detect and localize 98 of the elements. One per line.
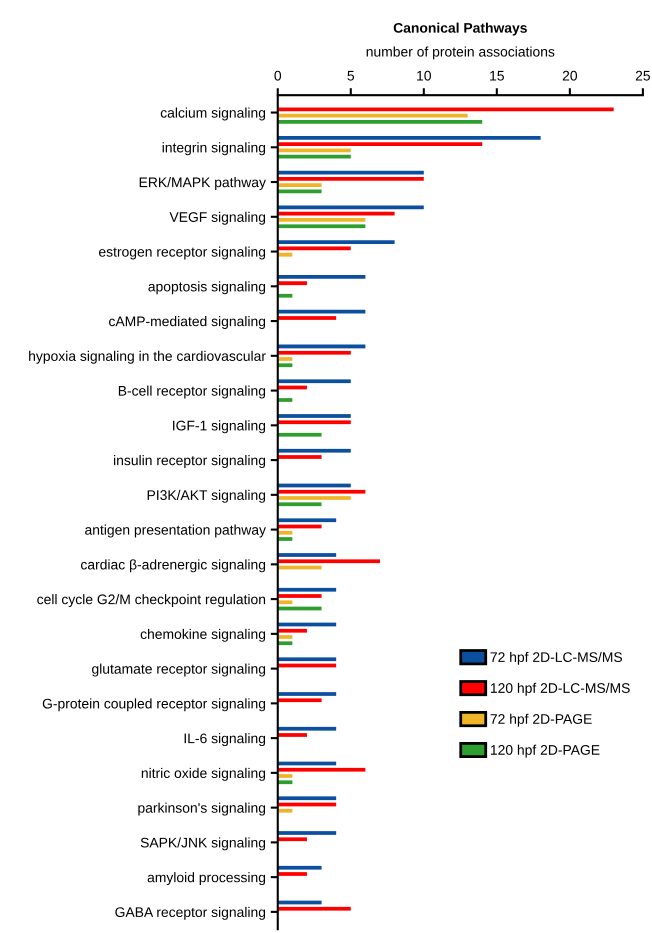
y-tick-label: SAPK/JNK signaling	[140, 837, 266, 850]
bar	[278, 190, 322, 194]
bar	[278, 484, 351, 488]
bar	[278, 635, 292, 639]
legend-label: 120 hpf 2D-LC-MS/MS	[490, 682, 630, 696]
bar	[278, 664, 336, 668]
y-tick-label: nitric oxide signaling	[142, 768, 266, 781]
y-tick-label: cAMP-mediated signaling	[109, 316, 266, 329]
bar	[278, 414, 351, 418]
bar	[278, 802, 336, 806]
legend-label: 120 hpf 2D-PAGE	[490, 744, 600, 758]
bar	[278, 148, 351, 152]
y-tick-label: apoptosis signaling	[148, 281, 266, 294]
bar	[278, 490, 366, 494]
bar	[278, 246, 351, 250]
bar	[278, 398, 292, 402]
y-tick-label: estrogen receptor signaling	[99, 246, 266, 260]
bar	[278, 142, 482, 146]
bar	[278, 900, 322, 904]
x-tick-label: 15	[490, 70, 504, 81]
bar	[278, 386, 307, 390]
y-tick-label: insulin receptor signaling	[114, 455, 266, 468]
x-tick-label: 10	[417, 70, 431, 81]
bar	[278, 553, 336, 557]
bar	[278, 432, 322, 437]
bar	[278, 357, 292, 361]
bar	[278, 154, 351, 159]
y-tick-label: cardiac β-adrenergic signaling	[80, 559, 266, 572]
bar	[278, 183, 322, 188]
bar	[278, 866, 322, 870]
y-tick-label: chemokine signaling	[140, 628, 266, 642]
bar	[278, 350, 351, 355]
bar	[278, 136, 541, 140]
bar	[278, 316, 336, 320]
bar	[278, 448, 351, 453]
legend-label: 72 hpf 2D-PAGE	[490, 714, 592, 727]
bar	[278, 344, 366, 348]
bar	[278, 177, 424, 181]
bar	[278, 114, 468, 118]
bar	[278, 606, 322, 610]
y-tick-label: PI3K/AKT signaling	[148, 490, 266, 503]
y-tick-label: VEGF signaling	[170, 212, 266, 225]
bar	[278, 212, 395, 216]
x-tick-label: 20	[562, 70, 578, 81]
y-tick-label: ERK/MAPK pathway	[140, 177, 266, 190]
bar	[278, 108, 614, 112]
y-tick-label: GABA receptor signaling	[115, 906, 266, 920]
bar	[278, 726, 336, 731]
y-tick-label: integrin signaling	[162, 142, 266, 156]
bar	[278, 559, 380, 564]
x-tick-label: 5	[347, 70, 354, 81]
bar	[278, 240, 395, 244]
bar	[278, 379, 351, 384]
chart-title: Canonical Pathways	[394, 22, 527, 36]
bar	[278, 524, 322, 528]
y-tick-label: hypoxia signaling in the cardiovascular	[29, 350, 266, 364]
bar	[278, 120, 482, 124]
bar	[278, 218, 366, 222]
bar	[278, 455, 322, 459]
bar	[278, 762, 336, 766]
bar	[278, 170, 424, 175]
y-tick-label: glutamate receptor signaling	[92, 664, 266, 677]
bar	[278, 588, 336, 592]
bar	[278, 496, 351, 500]
y-tick-label: amyloid processing	[148, 872, 266, 886]
y-tick-label: cell cycle G2/M checkpoint regulation	[37, 594, 266, 608]
bar	[278, 310, 366, 314]
bar	[278, 872, 307, 876]
bar	[278, 518, 336, 522]
bar	[278, 733, 307, 737]
bar	[278, 224, 366, 228]
bar	[278, 657, 336, 662]
bar	[278, 831, 336, 835]
bar	[278, 502, 322, 506]
y-tick-label: G-protein coupled receptor signaling	[42, 698, 266, 712]
y-tick-label: calcium signaling	[160, 108, 266, 120]
bar	[278, 768, 366, 772]
legend-label: 72 hpf 2D-LC-MS/MS	[490, 652, 622, 665]
bar	[278, 622, 336, 626]
bar	[278, 698, 322, 702]
bar	[278, 906, 351, 911]
bar	[278, 537, 292, 541]
bar	[278, 692, 336, 696]
bar	[278, 566, 322, 570]
x-tick-label: 0	[274, 70, 282, 81]
bar	[278, 206, 424, 210]
x-axis-title: number of protein associations	[366, 46, 554, 60]
y-tick-label: antigen presentation pathway	[85, 524, 266, 538]
bar	[278, 774, 292, 778]
y-tick-label: IGF-1 signaling	[173, 420, 266, 434]
x-tick-label: 25	[636, 70, 650, 81]
bar	[278, 594, 322, 598]
bar	[278, 796, 336, 800]
bar	[278, 275, 366, 279]
bar	[278, 420, 351, 424]
y-tick-label: parkinson's signaling	[138, 802, 266, 816]
y-tick-label: B-cell receptor signaling	[118, 386, 266, 398]
y-tick-label: IL-6 signaling	[184, 733, 266, 746]
